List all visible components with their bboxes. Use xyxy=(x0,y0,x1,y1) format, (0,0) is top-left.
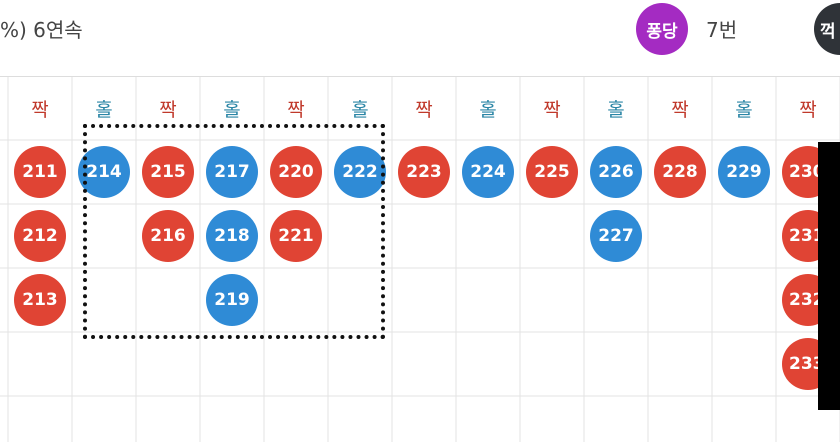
odd-result-ball: 224 xyxy=(462,146,514,198)
even-result-ball: 215 xyxy=(142,146,194,198)
column-header: 홀 xyxy=(479,98,497,121)
odd-result-ball: 217 xyxy=(206,146,258,198)
even-result-ball: 223 xyxy=(398,146,450,198)
even-result-ball: 221 xyxy=(270,210,322,262)
column-header: 짝 xyxy=(671,98,689,121)
even-result-ball: 211 xyxy=(14,146,66,198)
column-header: 홀 xyxy=(735,98,753,121)
streak-text: %) 6연속 xyxy=(0,18,83,42)
column-header: 짝 xyxy=(543,98,561,121)
column-header: 짝 xyxy=(159,98,177,121)
even-result-ball: 225 xyxy=(526,146,578,198)
odd-result-ball: 222 xyxy=(334,146,386,198)
kkeok-badge[interactable]: 꺽 xyxy=(814,3,840,55)
column-header: 짝 xyxy=(287,98,305,121)
odd-result-ball: 219 xyxy=(206,274,258,326)
top-status-bar: %) 6연속 퐁당 7번 꺽 xyxy=(0,0,840,76)
pongdang-count: 7번 xyxy=(706,18,738,42)
column-header: 홀 xyxy=(351,98,369,121)
odd-result-ball: 218 xyxy=(206,210,258,262)
board-gridlines xyxy=(0,76,840,442)
highlight-box xyxy=(83,124,385,339)
even-result-ball: 228 xyxy=(654,146,706,198)
column-header: 홀 xyxy=(223,98,241,121)
even-result-ball: 216 xyxy=(142,210,194,262)
column-header: 홀 xyxy=(607,98,625,121)
column-header: 짝 xyxy=(31,98,49,121)
column-header: 짝 xyxy=(415,98,433,121)
odd-result-ball: 227 xyxy=(590,210,642,262)
odd-result-ball: 229 xyxy=(718,146,770,198)
even-result-ball: 220 xyxy=(270,146,322,198)
even-result-ball: 212 xyxy=(14,210,66,262)
scroll-edge-bar xyxy=(818,142,840,410)
pongdang-badge[interactable]: 퐁당 xyxy=(636,3,688,55)
even-result-ball: 213 xyxy=(14,274,66,326)
odd-result-ball: 226 xyxy=(590,146,642,198)
column-header: 짝 xyxy=(799,98,817,121)
column-header: 홀 xyxy=(95,98,113,121)
